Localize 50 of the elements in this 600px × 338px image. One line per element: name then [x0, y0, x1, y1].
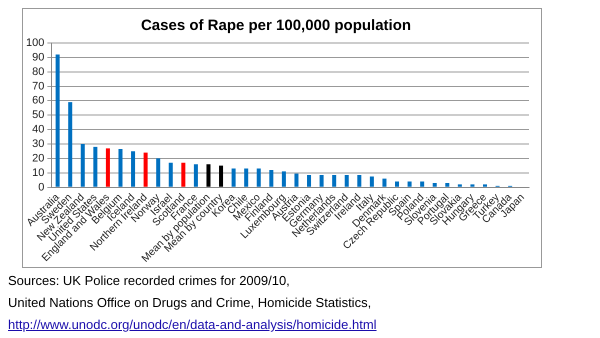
y-tick-label: 50	[32, 109, 44, 122]
bar	[156, 158, 160, 187]
text: United Nations Office on Drugs and Crime, Homicide Statistics,	[8, 294, 372, 312]
bar	[294, 174, 298, 187]
bar	[106, 148, 110, 187]
bar	[445, 182, 450, 187]
y-tick-label: 10	[32, 166, 44, 179]
bar	[282, 171, 286, 187]
bar	[458, 184, 462, 187]
bar	[482, 184, 488, 187]
bar	[382, 178, 386, 187]
bar	[370, 176, 374, 187]
source-note: Sources: UK Police recorded crimes for 2009/10,	[8, 272, 291, 290]
bar	[144, 152, 148, 187]
text: http://www.unodc.org/unodc/en/data-and-analysis/homicide.html	[8, 316, 378, 334]
bar	[395, 182, 400, 187]
bar	[256, 168, 261, 187]
bar	[320, 175, 324, 187]
y-tick-label: 70	[32, 80, 44, 92]
bar	[420, 182, 424, 187]
bar	[219, 166, 224, 187]
y-tick-label: 80	[32, 66, 44, 78]
y-tick-label: 20	[32, 152, 44, 164]
bar	[56, 54, 60, 187]
y-tick-label: 0	[38, 181, 44, 194]
bar	[332, 175, 336, 187]
bar	[232, 168, 236, 187]
bar	[181, 162, 186, 187]
y-tick-label: 30	[32, 138, 44, 150]
bar	[118, 149, 122, 187]
bar	[168, 162, 173, 187]
bar	[307, 175, 312, 187]
y-tick-label: 60	[32, 94, 44, 107]
bar	[432, 182, 437, 187]
bar	[68, 102, 72, 187]
bar	[269, 170, 274, 187]
bar	[357, 175, 362, 187]
bar	[80, 144, 85, 187]
bar	[93, 146, 98, 187]
y-tick-label: 100	[26, 37, 44, 50]
bar	[344, 175, 349, 187]
bar	[470, 184, 474, 187]
chart-title: Cases of Rape per 100,000 population	[140, 17, 412, 34]
y-tick-label: 90	[32, 51, 44, 64]
bar	[408, 182, 412, 187]
bar	[131, 151, 136, 187]
bar	[194, 164, 198, 187]
bar	[244, 168, 248, 187]
y-tick-label: 40	[32, 124, 44, 136]
bar	[206, 164, 210, 187]
